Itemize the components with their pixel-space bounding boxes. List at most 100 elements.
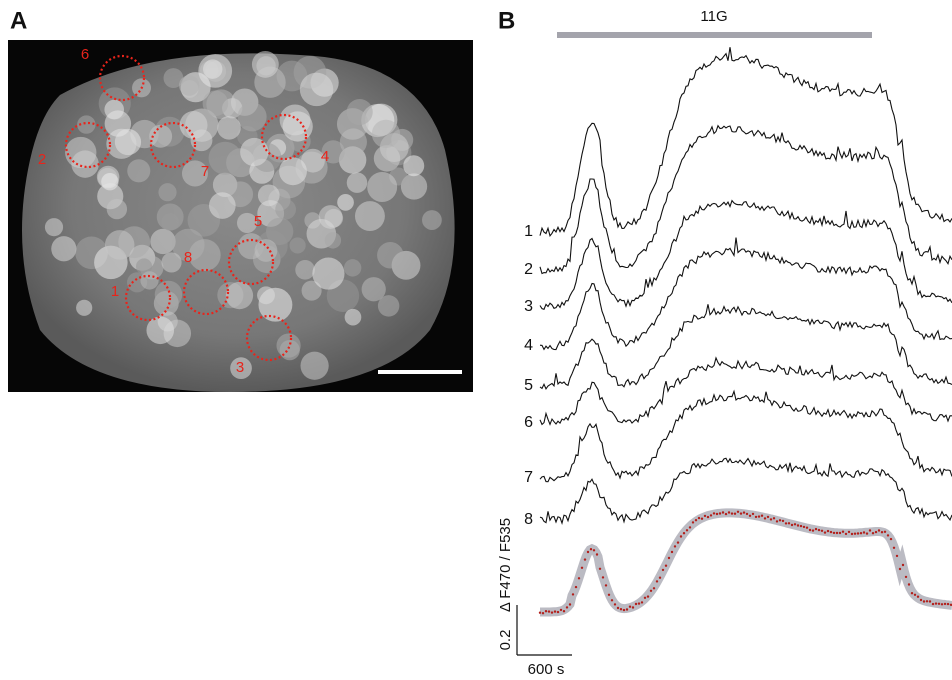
mean-point (682, 532, 686, 535)
mean-point (646, 595, 650, 598)
roi-circle (260, 113, 308, 161)
mean-point (670, 550, 674, 554)
cell (161, 213, 179, 231)
cell (346, 98, 373, 126)
cell (140, 271, 159, 290)
mean-point (859, 532, 863, 535)
mean-point (637, 602, 641, 605)
mean-point (925, 600, 929, 603)
cell (230, 357, 252, 380)
trace-label: 2 (524, 261, 533, 278)
mean-point (592, 549, 596, 552)
mean-point (586, 550, 590, 554)
trace-label: 5 (524, 377, 533, 394)
scale-y-value: 0.2 (497, 630, 514, 651)
mean-point (850, 532, 854, 536)
mean-point (865, 532, 869, 535)
cell (51, 236, 77, 262)
mean-point (796, 524, 800, 527)
mean-point (901, 563, 905, 567)
mean-point (649, 589, 653, 592)
mean-point (904, 575, 908, 579)
mean-point (625, 608, 629, 611)
mean-point (607, 593, 611, 596)
scale-y-label: Δ F470 / F535 (497, 518, 514, 612)
roi-circle (182, 268, 230, 316)
mean-point (700, 517, 704, 520)
trace-label: 8 (524, 511, 533, 528)
cell (217, 116, 241, 140)
mean-point (799, 524, 803, 528)
mean-point (742, 511, 746, 514)
mean-point (889, 537, 893, 541)
mean-point (778, 519, 782, 522)
mean-point (673, 545, 677, 548)
mean-point (937, 602, 941, 605)
mean-point (835, 531, 839, 535)
cell (240, 137, 269, 167)
cell (106, 198, 128, 220)
roi-label: 7 (201, 163, 209, 180)
mean-point (781, 519, 785, 523)
trace (539, 237, 952, 351)
cell (208, 141, 242, 175)
cell (44, 218, 64, 237)
roi-circle (98, 54, 146, 102)
roi-label: 8 (184, 249, 192, 266)
cell (236, 212, 258, 234)
cell (276, 333, 301, 358)
cell (344, 308, 362, 326)
mean-point (898, 567, 902, 571)
cell (188, 239, 221, 272)
mean-point (931, 602, 935, 606)
mean-point (619, 608, 623, 611)
mean-point (550, 611, 554, 614)
mean-point (751, 512, 755, 516)
mean-point (922, 600, 926, 603)
cell (257, 184, 280, 207)
cell (337, 194, 354, 211)
mean-point (916, 595, 920, 598)
mean-point (685, 529, 689, 532)
trace (539, 124, 952, 275)
trace (539, 389, 952, 483)
cell (135, 258, 153, 275)
mean-point (676, 541, 680, 544)
cell (371, 119, 401, 149)
mean-point (658, 576, 662, 579)
mean-point (886, 534, 890, 537)
mean-point (832, 531, 836, 535)
cell (301, 148, 325, 173)
cell (178, 75, 200, 96)
mean-point (688, 526, 692, 529)
mean-point (877, 529, 881, 532)
trace (539, 457, 952, 525)
trace (539, 304, 952, 391)
cell (161, 252, 182, 273)
cell (181, 160, 208, 187)
roi-label: 2 (38, 151, 46, 168)
mean-point (811, 529, 815, 532)
cell (343, 259, 362, 277)
mean-point (949, 603, 952, 606)
mean-point (568, 603, 572, 606)
cell (377, 295, 400, 317)
mean-point (556, 610, 560, 614)
mean-point (622, 608, 626, 612)
mean-point (847, 530, 851, 534)
mean-point (640, 601, 644, 604)
mean-point (793, 523, 797, 526)
cell (299, 72, 334, 107)
cell (321, 140, 345, 164)
mean-point (574, 585, 578, 589)
roi-label: 4 (321, 148, 329, 165)
mean-point (895, 554, 899, 558)
mean-point (730, 512, 734, 515)
mean-point (802, 525, 806, 529)
mean-point (880, 531, 884, 534)
mean-point (727, 511, 731, 514)
mean-point (538, 611, 542, 614)
mean-point (712, 512, 716, 515)
stimulus-label: 11G (700, 8, 727, 25)
